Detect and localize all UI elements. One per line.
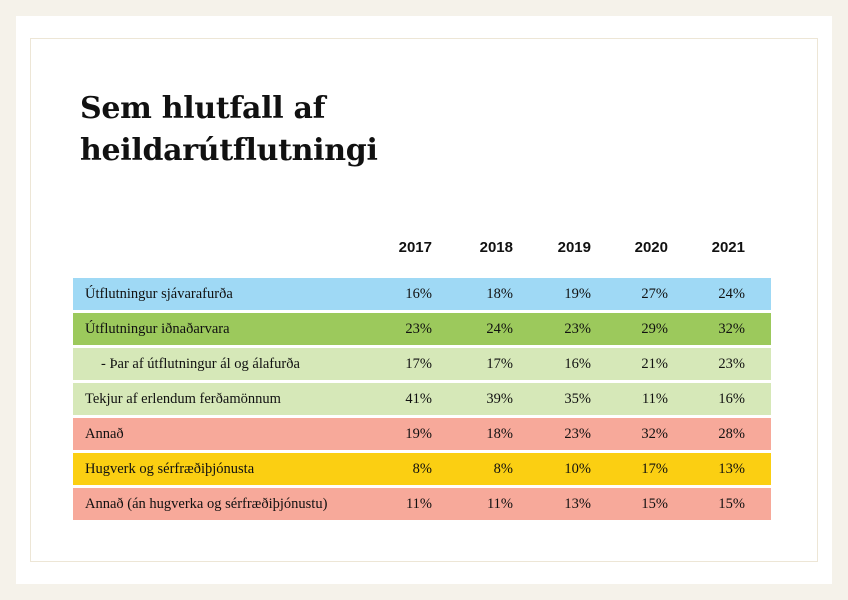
table-row: Útflutningur iðnaðarvara 23% 24% 23% 29% 32% <box>73 313 771 345</box>
table-row: - Þar af útflutningur ál og álafurða 17% 1… <box>73 348 771 380</box>
table-cell: 18% <box>486 426 513 442</box>
table-cell: 28% <box>718 426 745 442</box>
table-cell: 17% <box>641 461 668 477</box>
table-cell: 21% <box>641 356 668 372</box>
row-label: Tekjur af erlendum ferðamönnum <box>85 391 281 407</box>
table-cell: 23% <box>718 356 745 372</box>
table-cell: 27% <box>641 286 668 302</box>
table-row: Hugverk og sérfræðiþjónusta 8% 8% 10% 17% 13% <box>73 453 771 485</box>
table-cell: 11% <box>405 496 432 512</box>
card-frame <box>30 38 818 562</box>
table-cell: 13% <box>718 461 745 477</box>
table-cell: 13% <box>564 496 591 512</box>
table-cell: 15% <box>641 496 668 512</box>
table-cell: 16% <box>718 391 745 407</box>
table-cell: 24% <box>718 286 745 302</box>
table-cell: 10% <box>564 461 591 477</box>
table-cell: 19% <box>405 426 432 442</box>
table-cell: 32% <box>718 321 745 337</box>
row-label: Útflutningur iðnaðarvara <box>85 321 230 337</box>
column-header-2017: 2017 <box>398 239 432 256</box>
table-cell: 41% <box>405 391 432 407</box>
table-cell: 17% <box>486 356 513 372</box>
table-row: Tekjur af erlendum ferðamönnum 41% 39% 35% 1… <box>73 383 771 415</box>
row-label: Annað (án hugverka og sérfræðiþjónustu) <box>85 496 328 512</box>
table-cell: 24% <box>486 321 513 337</box>
title-line-1: Sem hlutfall af <box>80 91 326 126</box>
table-row: Annað 19% 18% 23% 32% 28% <box>73 418 771 450</box>
table-cell: 8% <box>493 461 513 477</box>
table-cell: 39% <box>486 391 513 407</box>
column-header-2021: 2021 <box>711 239 745 256</box>
table-cell: 16% <box>564 356 591 372</box>
table-cell: 23% <box>405 321 432 337</box>
table-cell: 18% <box>486 286 513 302</box>
row-label: Hugverk og sérfræðiþjónusta <box>85 461 255 477</box>
column-header-2018: 2018 <box>479 239 513 256</box>
table-cell: 16% <box>405 286 432 302</box>
row-label: - Þar af útflutningur ál og álafurða <box>101 356 300 372</box>
table-cell: 23% <box>564 321 591 337</box>
table-cell: 8% <box>412 461 432 477</box>
table-cell: 11% <box>641 391 668 407</box>
table-cell: 17% <box>405 356 432 372</box>
table-cell: 11% <box>486 496 513 512</box>
table-row: Útflutningur sjávarafurða 16% 18% 19% 27% 24% <box>73 278 771 310</box>
column-header-2019: 2019 <box>557 239 591 256</box>
title-line-2: heildarútflutningi <box>80 133 378 168</box>
table-cell: 29% <box>641 321 668 337</box>
row-label: Útflutningur sjávarafurða <box>85 286 233 302</box>
table-cell: 15% <box>718 496 745 512</box>
column-header-2020: 2020 <box>634 239 668 256</box>
table-cell: 23% <box>564 426 591 442</box>
page-title: Sem hlutfall af heildarútflutningi <box>80 88 680 172</box>
table-cell: 35% <box>564 391 591 407</box>
table-cell: 19% <box>564 286 591 302</box>
table-row: Annað (án hugverka og sérfræðiþjónustu) 1… <box>73 488 771 520</box>
row-label: Annað <box>85 426 124 442</box>
table-cell: 32% <box>641 426 668 442</box>
